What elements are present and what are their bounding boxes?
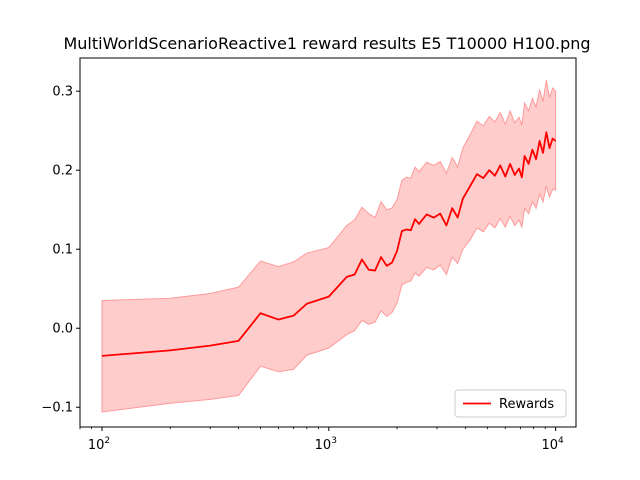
y-tick-label: −0.1 [41, 401, 73, 416]
y-tick-label: 0.2 [52, 164, 73, 179]
y-tick-label: 0.0 [52, 322, 73, 337]
x-tick-label: 103 [315, 436, 337, 453]
x-tick-label: 102 [88, 436, 110, 453]
axes-frame [79, 57, 577, 428]
x-axis: 102 103 104 [79, 427, 564, 453]
y-axis: −0.1 0.0 0.1 0.2 0.3 [41, 85, 80, 416]
legend-label-rewards: Rewards [499, 397, 554, 412]
rewards-line [101, 131, 557, 357]
x-tick-label: 104 [541, 436, 564, 453]
chart-title: MultiWorldScenarioReactive1 reward resul… [63, 34, 590, 53]
rewards-band [101, 80, 557, 413]
legend: Rewards [454, 389, 567, 418]
legend-box [454, 389, 567, 418]
y-tick-label: 0.1 [52, 243, 73, 258]
y-tick-label: 0.3 [52, 85, 73, 100]
plot-area [101, 80, 557, 413]
